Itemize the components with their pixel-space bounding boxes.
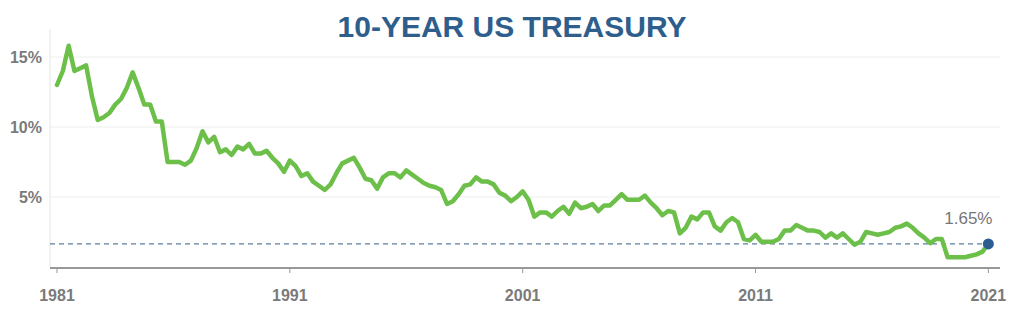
title: 10-YEAR US TREASURY [338, 10, 687, 43]
x-axis-line [50, 267, 1000, 269]
x-tick [289, 268, 290, 273]
series-line [57, 46, 988, 257]
annotation-label: 1.65% [944, 209, 992, 228]
grid-line [50, 127, 1000, 128]
x-tick-label: 1991 [272, 287, 308, 304]
x-tick [56, 268, 57, 273]
grid-line [50, 57, 1000, 58]
x-tick [522, 268, 523, 273]
end-point [983, 238, 994, 249]
chart: 10-YEAR US TREASURY 5% 10% 15% 1981 1991 2001 2… [0, 0, 1024, 323]
x-tick-label: 2021 [971, 287, 1007, 304]
y-tick-label: 5% [19, 189, 42, 206]
x-tick [988, 268, 989, 273]
y-tick-label: 15% [10, 49, 42, 66]
x-tick-label: 2001 [505, 287, 541, 304]
y-axis-line [50, 29, 51, 267]
plot-area [50, 46, 994, 257]
x-tick [755, 268, 756, 273]
reference-line [50, 243, 988, 244]
x-tick-label: 2011 [738, 287, 773, 304]
x-tick-label: 1981 [39, 287, 75, 304]
y-tick-label: 10% [10, 119, 42, 136]
